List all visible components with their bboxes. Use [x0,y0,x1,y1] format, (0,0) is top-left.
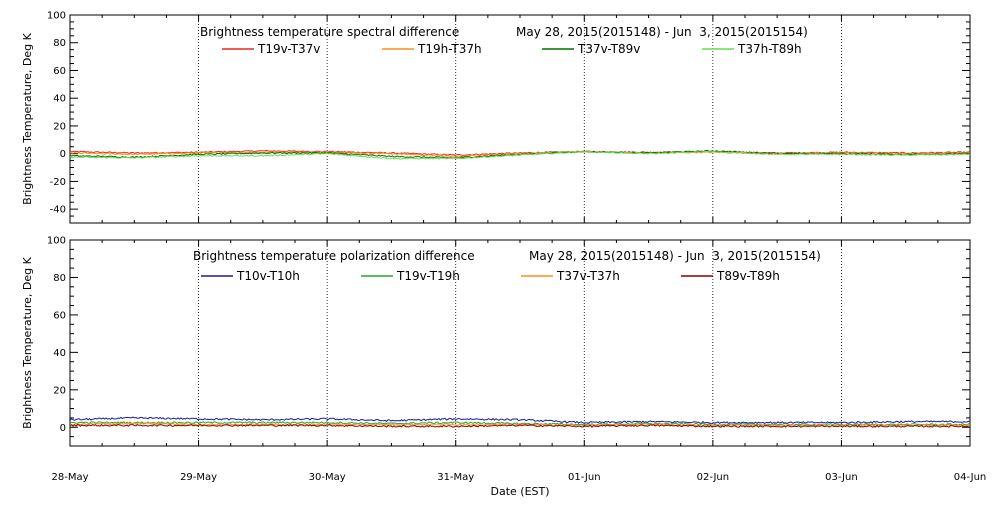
series-line-T19v-T37v [69,149,971,156]
y-tick-label: 80 [53,273,66,284]
y-tick-label: 20 [53,121,66,132]
x-tick-label: 31-May [437,472,474,483]
chart-panel-1: -40 -20 0 20 40 60 80 100 Brightness Temperature… [21,11,971,224]
y-tick-label: 40 [53,94,66,105]
y-tick-label: 0 [60,149,66,160]
x-tick-label: 29-May [180,472,217,483]
y-tick-label: 0 [60,423,66,434]
y-tick-label: 100 [47,11,66,22]
panel-title: Brightness temperature polarization diff… [193,249,475,263]
legend-label: T10v-T10h [236,269,300,283]
chart-panel-2: 0 20 40 60 80 100 Brightness Temperature, Deg … [21,236,971,447]
legend-label: T37v-T37h [556,269,620,283]
y-tick-label: 80 [53,38,66,49]
series-line-T37v-T37h [69,422,971,427]
y-tick-label: 40 [53,348,66,359]
x-tick-label: 02-Jun [697,472,730,483]
series-line-T89v-T89h [69,423,971,428]
y-tick-label: -20 [50,177,66,188]
y-tick-label: 60 [53,310,66,321]
plot-frame [69,239,971,447]
legend-label: T89v-T89h [716,269,780,283]
x-axis-title: Date (EST) [490,485,549,498]
panel-title: Brightness temperature spectral differen… [200,25,459,39]
panel-date-range: May 28, 2015(2015148) - Jun 3, 2015(2015… [529,249,821,263]
series-line-T10v-T10h [69,416,971,425]
x-tick-label: 04-Jun [954,472,987,483]
legend-label: T19v-T37v [257,42,320,56]
legend-label: T19v-T19h [396,269,460,283]
x-tick-label: 03-Jun [825,472,858,483]
y-tick-label: 60 [53,66,66,77]
y-axis-title: Brightness Temperature, Deg K [21,256,34,428]
legend-label: T37h-T89h [737,42,802,56]
y-axis-title: Brightness Temperature, Deg K [21,32,34,204]
x-tick-label: 28-May [51,472,88,483]
plot-frame [69,14,971,224]
series-line-T37h-T89h [69,150,971,160]
y-tick-label: 100 [47,236,66,247]
legend-label: T37v-T89v [577,42,640,56]
x-tick-label: 01-Jun [568,472,601,483]
legend-label: T19h-T37h [417,42,482,56]
y-tick-label: 20 [53,385,66,396]
y-tick-label: -40 [50,205,66,216]
panel-date-range: May 28, 2015(2015148) - Jun 3, 2015(2015… [516,25,808,39]
x-tick-label: 30-May [309,472,346,483]
